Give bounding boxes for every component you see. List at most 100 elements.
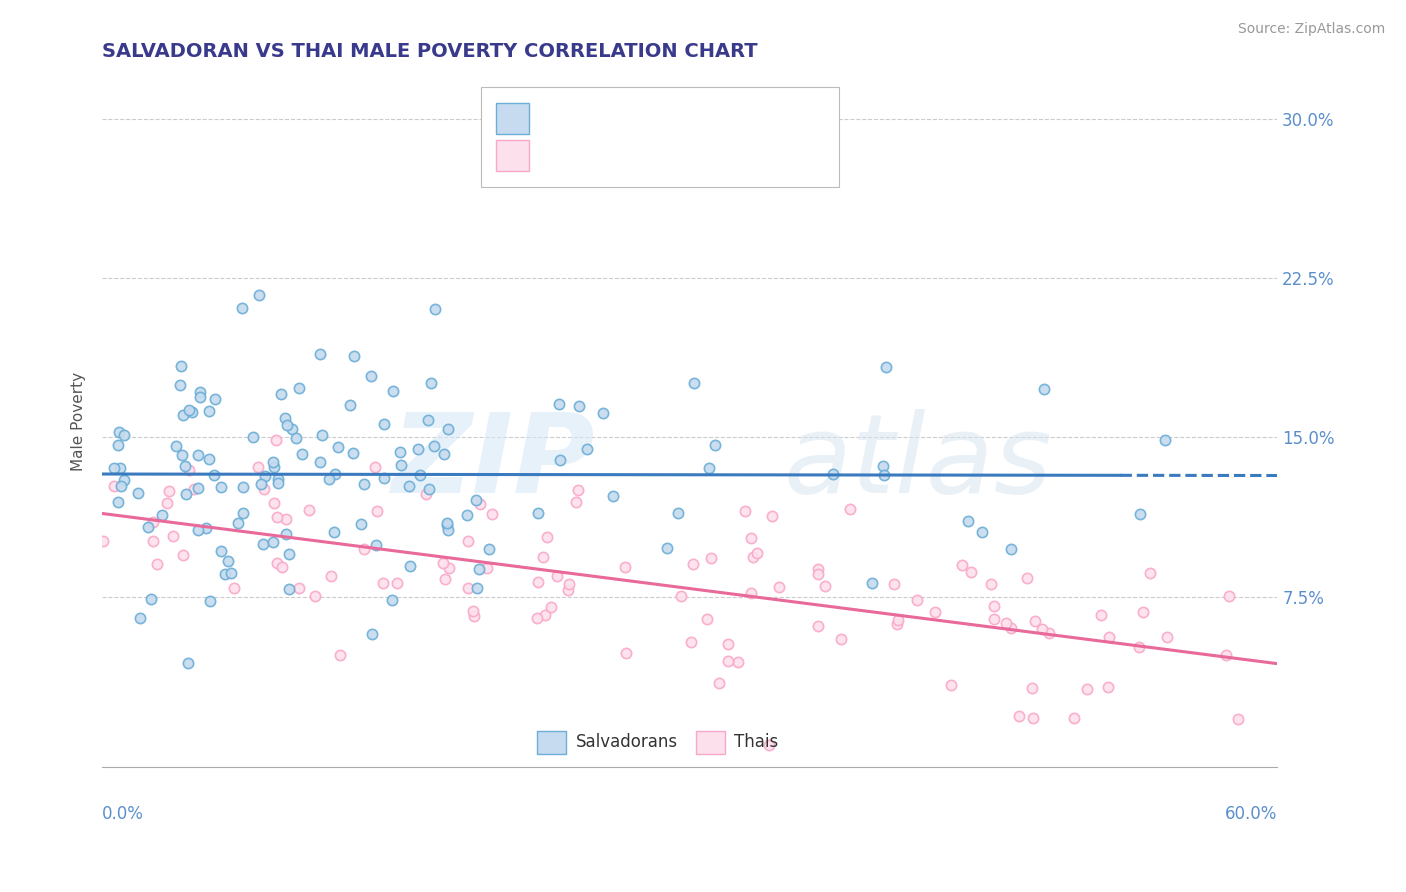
- Point: [136, 520, 159, 534]
- Point: [1008, 709, 1031, 723]
- Point: [321, 569, 343, 583]
- Point: [343, 350, 366, 364]
- Point: [267, 475, 290, 490]
- FancyBboxPatch shape: [496, 140, 529, 170]
- Point: [214, 566, 236, 581]
- Point: [1022, 711, 1045, 725]
- Point: [107, 425, 129, 439]
- Point: [565, 494, 588, 508]
- Point: [231, 301, 253, 315]
- Point: [373, 417, 395, 432]
- Point: [91, 533, 114, 548]
- Point: [183, 482, 205, 496]
- Point: [1129, 508, 1152, 522]
- Point: [209, 544, 232, 558]
- Point: [679, 634, 702, 648]
- Point: [463, 609, 485, 624]
- Point: [704, 438, 727, 452]
- Text: ZIP: ZIP: [392, 409, 596, 516]
- Point: [177, 403, 200, 417]
- Point: [1021, 681, 1043, 695]
- Text: atlas: atlas: [783, 409, 1052, 516]
- Point: [1226, 712, 1249, 726]
- Point: [114, 428, 136, 442]
- Point: [360, 369, 382, 384]
- Y-axis label: Male Poverty: Male Poverty: [72, 372, 86, 471]
- Point: [682, 557, 704, 571]
- Point: [288, 381, 311, 395]
- Point: [1097, 681, 1119, 695]
- Text: 0.0%: 0.0%: [103, 805, 143, 823]
- Point: [253, 482, 276, 496]
- Point: [807, 618, 830, 632]
- Point: [433, 572, 456, 586]
- Point: [576, 442, 599, 456]
- Point: [959, 566, 981, 580]
- Point: [232, 506, 254, 520]
- Point: [536, 530, 558, 544]
- Point: [433, 447, 456, 461]
- Point: [423, 301, 446, 316]
- Point: [406, 442, 429, 456]
- Point: [398, 479, 420, 493]
- Point: [128, 611, 150, 625]
- Point: [270, 387, 292, 401]
- Point: [995, 615, 1018, 630]
- Point: [371, 576, 394, 591]
- Point: [267, 472, 290, 486]
- Point: [194, 521, 217, 535]
- Point: [1097, 630, 1119, 644]
- Point: [226, 516, 249, 531]
- Point: [437, 422, 460, 436]
- Point: [1154, 434, 1177, 448]
- Point: [432, 556, 454, 570]
- Point: [924, 605, 946, 619]
- Point: [107, 495, 129, 509]
- Point: [568, 399, 591, 413]
- Point: [169, 377, 191, 392]
- Point: [266, 556, 288, 570]
- Point: [288, 582, 311, 596]
- Point: [141, 592, 163, 607]
- Point: [389, 458, 412, 473]
- Point: [546, 569, 568, 583]
- Point: [274, 411, 297, 425]
- Point: [742, 549, 765, 564]
- Point: [353, 542, 375, 557]
- Point: [253, 468, 276, 483]
- Point: [209, 479, 232, 493]
- Point: [461, 604, 484, 618]
- Text: R = -0.086   N = 126: R = -0.086 N = 126: [540, 110, 714, 128]
- Point: [457, 533, 479, 548]
- Point: [1038, 625, 1060, 640]
- Point: [276, 526, 298, 541]
- Point: [399, 559, 422, 574]
- Point: [740, 532, 762, 546]
- Point: [200, 593, 222, 607]
- Point: [830, 632, 852, 647]
- Point: [159, 484, 181, 499]
- Point: [353, 476, 375, 491]
- Point: [436, 518, 458, 533]
- Point: [1063, 711, 1085, 725]
- Point: [291, 447, 314, 461]
- Point: [683, 376, 706, 390]
- Point: [329, 648, 352, 662]
- Point: [592, 406, 614, 420]
- Point: [373, 471, 395, 485]
- Point: [415, 487, 437, 501]
- Point: [557, 582, 579, 597]
- Point: [716, 637, 738, 651]
- Point: [187, 448, 209, 462]
- Point: [436, 523, 458, 537]
- Point: [264, 433, 287, 447]
- Point: [173, 459, 195, 474]
- Point: [980, 577, 1002, 591]
- Text: 60.0%: 60.0%: [1225, 805, 1277, 823]
- Text: SALVADORAN VS THAI MALE POVERTY CORRELATION CHART: SALVADORAN VS THAI MALE POVERTY CORRELAT…: [103, 42, 758, 61]
- Point: [204, 392, 226, 406]
- Point: [950, 558, 973, 572]
- Point: [873, 467, 896, 482]
- Point: [262, 455, 284, 469]
- Point: [1024, 615, 1046, 629]
